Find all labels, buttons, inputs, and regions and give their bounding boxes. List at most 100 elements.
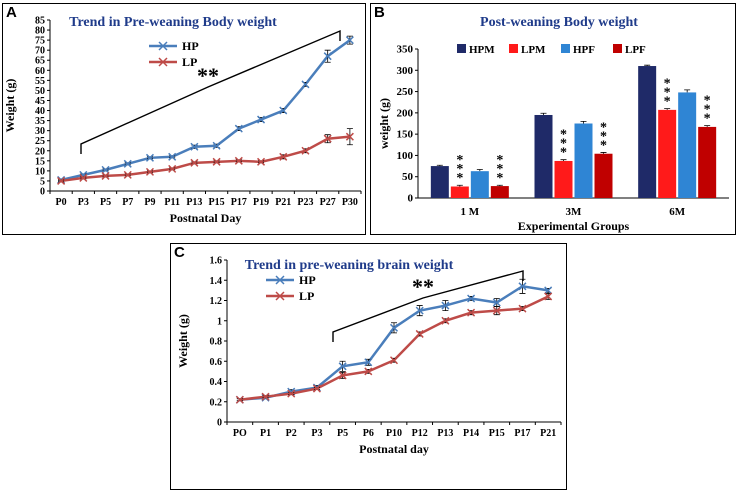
legend-label-lpf: LPF bbox=[625, 44, 646, 56]
y-tick-label: 300 bbox=[397, 65, 414, 77]
x-tick-label: P21 bbox=[540, 428, 556, 439]
x-tick-label: P17 bbox=[514, 428, 530, 439]
x-tick-label: P3 bbox=[78, 197, 89, 208]
panel-a-chart: A Trend in Pre-weaning Body weight 0 5 10 15… bbox=[2, 3, 366, 235]
y-tick-label: 0.6 bbox=[210, 357, 223, 368]
x-tick-label: P27 bbox=[320, 197, 336, 208]
y-tick-label: 250 bbox=[397, 86, 414, 98]
data-point-lp bbox=[261, 392, 270, 401]
bar-lpm bbox=[450, 186, 469, 198]
error-bar-hpf bbox=[476, 169, 483, 172]
data-point-lp bbox=[441, 316, 450, 325]
y-tick-label: 45 bbox=[35, 96, 45, 107]
data-point-hp bbox=[301, 80, 310, 89]
bar-hpm bbox=[430, 166, 449, 198]
data-point-hp bbox=[338, 362, 347, 371]
significance-star-lpm: * bbox=[560, 128, 567, 143]
data-point-lp bbox=[415, 329, 424, 338]
data-point-lp bbox=[492, 306, 501, 315]
data-point-lp bbox=[364, 367, 373, 376]
error-bar-lpf bbox=[704, 125, 711, 127]
error-bar-lpm bbox=[664, 108, 671, 110]
significance-stars: ** bbox=[197, 63, 219, 88]
y-tick-label: 200 bbox=[397, 107, 414, 119]
x-tick-label: 3M bbox=[566, 206, 583, 218]
x-tick-label: P9 bbox=[144, 197, 155, 208]
x-tick-label: P7 bbox=[122, 197, 133, 208]
data-point-hp bbox=[168, 152, 177, 161]
data-point-hp bbox=[123, 159, 132, 168]
legend-label-lp: LP bbox=[182, 55, 197, 69]
y-tick-label: 0.8 bbox=[210, 337, 223, 348]
x-tick-label: P23 bbox=[297, 197, 313, 208]
legend-swatch-hpf bbox=[561, 44, 570, 53]
y-tick-label: 1.4 bbox=[210, 276, 223, 287]
x-tick-label: P15 bbox=[489, 428, 505, 439]
y-axis-label: Weight (g) bbox=[3, 79, 17, 133]
data-point-hp bbox=[145, 153, 154, 162]
x-tick-label: P12 bbox=[412, 428, 428, 439]
legend-label-hp: HP bbox=[299, 273, 316, 287]
x-tick-label: P17 bbox=[231, 197, 247, 208]
bar-hpf bbox=[470, 171, 489, 198]
significance-star-lpf: * bbox=[600, 129, 607, 144]
bar-hpm bbox=[638, 66, 657, 199]
data-point-lp bbox=[190, 158, 199, 167]
x-tick-label: P21 bbox=[275, 197, 291, 208]
panel-b-chart: B Post-weaning Body weight 0 50 100 150 200 25… bbox=[370, 3, 736, 235]
significance-star-lpm: * bbox=[456, 153, 463, 168]
y-tick-label: 15 bbox=[35, 156, 45, 167]
y-tick-label: 0.2 bbox=[210, 397, 223, 408]
x-tick-label: P3 bbox=[311, 428, 322, 439]
data-point-lp bbox=[234, 156, 243, 165]
data-point-hp bbox=[190, 142, 199, 151]
x-tick-label: P5 bbox=[337, 428, 348, 439]
series-line-lp bbox=[60, 135, 351, 183]
data-point-hp bbox=[544, 286, 553, 295]
x-tick-label: P2 bbox=[286, 428, 297, 439]
significance-star-lpf: * bbox=[496, 162, 503, 177]
error-bar-lpm bbox=[560, 159, 567, 161]
chart-title: Trend in pre-weaning brain weight bbox=[245, 258, 454, 273]
data-point-hp bbox=[279, 106, 288, 115]
legend-label-hpf: HPF bbox=[573, 44, 595, 56]
y-tick-label: 85 bbox=[35, 16, 45, 27]
x-tick-label: P15 bbox=[209, 197, 225, 208]
data-point-hp bbox=[492, 298, 501, 307]
series-line-hp bbox=[239, 285, 549, 401]
y-tick-label: 30 bbox=[35, 126, 45, 137]
data-point-lp bbox=[323, 134, 332, 143]
significance-star-lpf: * bbox=[600, 138, 607, 153]
panel-b-label: B bbox=[374, 4, 385, 21]
y-tick-label: 1 bbox=[217, 316, 222, 327]
data-point-lp bbox=[235, 395, 244, 404]
y-tick-label: 350 bbox=[397, 44, 414, 56]
data-point-lp bbox=[145, 167, 154, 176]
data-point-hp bbox=[345, 36, 354, 45]
x-axis-label: Experimental Groups bbox=[518, 219, 630, 233]
y-tick-label: 150 bbox=[397, 129, 414, 141]
x-tick-label: P19 bbox=[253, 197, 269, 208]
x-axis-label: Postnatal day bbox=[359, 442, 429, 456]
significance-star-lpm: * bbox=[664, 95, 671, 110]
bar-hpm bbox=[534, 114, 553, 198]
data-point-lp bbox=[101, 171, 110, 180]
significance-star-lpm: * bbox=[456, 162, 463, 177]
data-point-lp bbox=[57, 176, 66, 185]
y-tick-label: 5 bbox=[40, 176, 45, 187]
y-tick-label: 0 bbox=[217, 418, 222, 429]
legend-marker-hp bbox=[275, 275, 285, 285]
y-tick-label: 25 bbox=[35, 136, 45, 147]
error-bar-hpf bbox=[684, 89, 691, 93]
significance-star-lpf: * bbox=[600, 120, 607, 135]
error-bar-hpm bbox=[540, 112, 547, 115]
data-point-lp bbox=[312, 384, 321, 393]
x-tick-label: P6 bbox=[363, 428, 374, 439]
data-point-hp bbox=[212, 141, 221, 150]
chart-title: Post-weaning Body weight bbox=[480, 15, 638, 30]
data-point-lp bbox=[279, 152, 288, 161]
significance-star-lpm: * bbox=[664, 77, 671, 92]
data-point-hp bbox=[101, 165, 110, 174]
panel-c-label: C bbox=[174, 244, 185, 261]
significance-star-lpm: * bbox=[560, 137, 567, 152]
